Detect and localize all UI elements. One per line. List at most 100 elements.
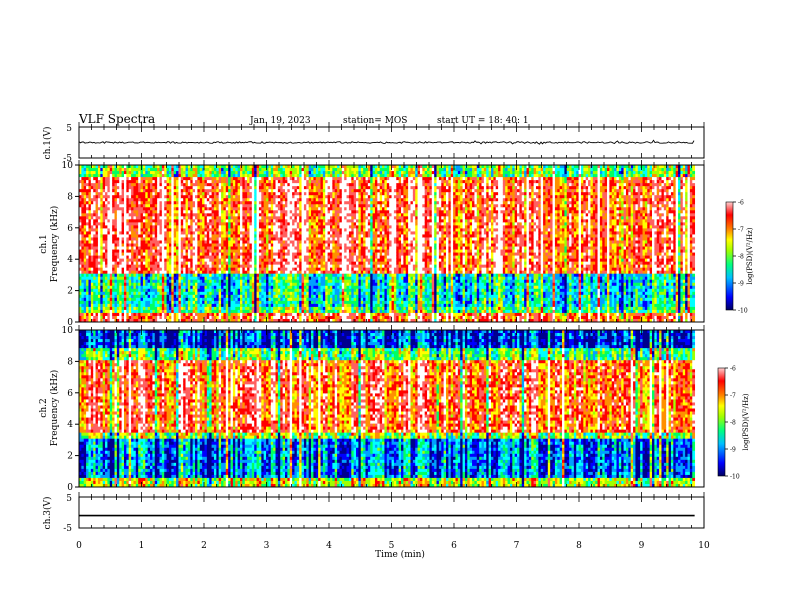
spectrogram-cell: [164, 231, 168, 235]
spectrogram-cell: [303, 285, 307, 290]
spectrogram-cell: [218, 225, 222, 229]
spectrogram-cell: [107, 249, 111, 253]
spectrogram-cell: [240, 201, 243, 205]
spectrogram-cell: [109, 252, 113, 256]
spectrogram-cell: [157, 297, 160, 302]
spectrogram-cell: [114, 264, 118, 269]
spectrogram-cell: [86, 189, 89, 193]
spectrogram-cell: [244, 294, 248, 299]
spectrogram-cell: [296, 228, 300, 232]
spectrogram-cell: [164, 210, 168, 214]
spectrogram-cell: [228, 300, 231, 305]
spectrogram-cell: [185, 315, 189, 320]
spectrogram-cell: [86, 246, 89, 250]
spectrogram-cell: [206, 228, 210, 232]
spectrogram-cell: [147, 231, 151, 235]
spectrogram-cell: [263, 246, 267, 250]
spectrogram-cell: [273, 222, 276, 226]
spectrogram-cell: [97, 309, 101, 314]
spectrogram-cell: [168, 294, 172, 299]
spectrogram-cell: [166, 294, 170, 299]
spectrogram-cell: [161, 243, 165, 247]
spectrogram-cell: [114, 228, 118, 232]
spectrogram-cell: [121, 270, 125, 275]
spectrogram-cell: [218, 246, 222, 250]
spectrogram-cell: [254, 306, 257, 311]
spectrogram-cell: [97, 189, 101, 193]
spectrogram-cell: [157, 177, 160, 181]
spectrogram-cell: [145, 222, 149, 226]
spectrogram-cell: [150, 300, 153, 305]
spectrogram-cell: [93, 234, 96, 238]
spectrogram-cell: [147, 207, 151, 211]
spectrogram-cell: [128, 252, 132, 256]
spectrogram-cell: [268, 300, 272, 305]
spectrogram-cell: [213, 198, 217, 202]
spectrogram-cell: [235, 234, 239, 238]
spectrogram-cell: [292, 240, 295, 244]
spectrogram-cell: [116, 258, 120, 263]
spectrogram-cell: [287, 294, 291, 299]
spectrogram-cell: [221, 192, 224, 196]
spectrogram-cell: [249, 228, 253, 232]
spectrogram-cell: [237, 291, 241, 296]
spectrogram-cell: [187, 246, 191, 250]
spectrogram-cell: [242, 210, 246, 214]
spectrogram-cell: [187, 276, 191, 281]
spectrogram-cell: [285, 312, 288, 317]
spectrogram-cell: [123, 285, 127, 290]
spectrogram-cell: [195, 210, 198, 214]
spectrogram-cell: [270, 288, 274, 293]
spectrogram-cell: [261, 180, 265, 184]
spectrogram-cell: [140, 228, 144, 232]
spectrogram-cell: [173, 267, 177, 272]
spectrogram-cell: [154, 306, 158, 311]
spectrogram-cell: [93, 204, 96, 208]
spectrogram-cell: [232, 312, 236, 317]
spectrogram-cell: [292, 315, 295, 320]
spectrogram-cell: [81, 252, 85, 256]
spectrogram-cell: [247, 291, 250, 296]
spectrogram-cell: [263, 303, 267, 308]
spectrogram-cell: [150, 180, 153, 184]
spectrogram-cell: [240, 288, 243, 293]
spectrogram-cell: [164, 243, 168, 247]
spectrogram-cell: [292, 291, 295, 296]
spectrogram-cell: [287, 246, 291, 250]
spectrogram-cell: [261, 231, 265, 235]
spectrogram-cell: [83, 273, 87, 278]
spectrogram-cell: [102, 189, 106, 193]
spectrogram-cell: [254, 267, 257, 272]
spectrogram-cell: [135, 267, 139, 272]
spectrogram-cell: [88, 261, 92, 266]
spectrogram-cell: [178, 315, 182, 320]
spectrogram-cell: [183, 261, 186, 266]
spectrogram-cell: [147, 312, 151, 317]
spectrogram-cell: [221, 189, 224, 193]
spectrogram-cell: [206, 168, 210, 172]
spectrogram-cell: [261, 273, 265, 278]
spectrogram-cell: [275, 204, 279, 208]
spectrogram-cell: [287, 273, 291, 278]
spectrogram-cell: [97, 282, 101, 287]
spectrogram-cell: [168, 165, 172, 169]
spectrogram-cell: [100, 168, 104, 172]
spectrogram-cell: [277, 297, 281, 302]
spectrogram-cell: [242, 273, 246, 278]
spectrogram-cell: [114, 303, 118, 308]
spectrogram-cell: [204, 294, 208, 299]
spectrogram-cell: [83, 267, 87, 272]
spectrogram-cell: [299, 198, 302, 202]
spectrogram-cell: [154, 225, 158, 229]
spectrogram-cell: [235, 297, 239, 302]
spectrogram-cell: [168, 312, 172, 317]
spectrogram-cell: [299, 207, 302, 211]
spectrogram-cell: [301, 318, 305, 323]
spectrogram-cell: [166, 192, 170, 196]
spectrogram-cell: [90, 237, 94, 241]
spectrogram-cell: [180, 279, 184, 284]
spectrogram-cell: [183, 288, 186, 293]
spectrogram-cell: [114, 285, 118, 290]
spectrogram-cell: [116, 237, 120, 241]
spectrogram-cell: [133, 246, 137, 250]
